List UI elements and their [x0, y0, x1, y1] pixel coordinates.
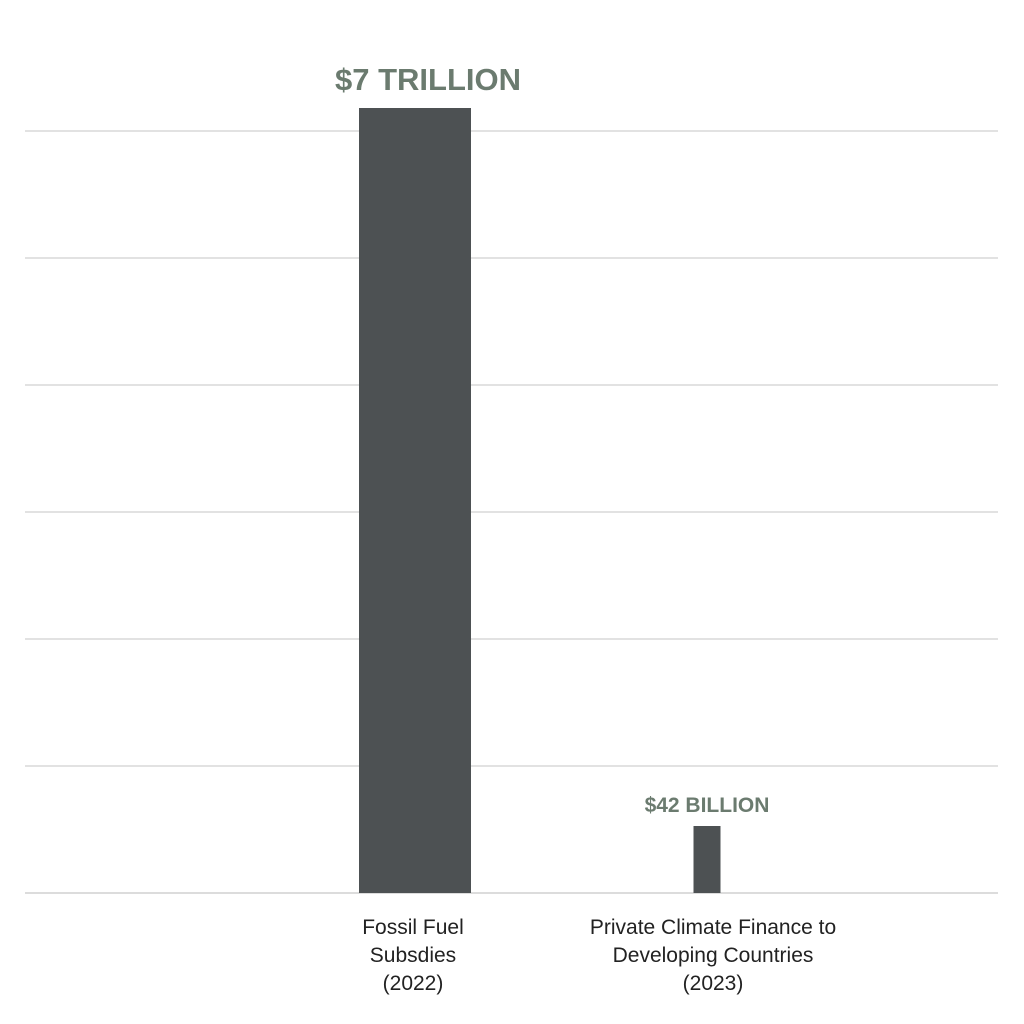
grid-lines	[25, 130, 998, 894]
category-label-1-line-1: Fossil Fuel	[362, 916, 464, 939]
data-labels: $7 TRILLION $42 BILLION	[335, 62, 769, 817]
category-label-2-line-2: Developing Countries	[613, 944, 814, 967]
bar-2	[693, 826, 721, 893]
bars	[359, 108, 721, 893]
category-label-1-line-2: Subsdies	[370, 944, 456, 967]
category-labels: Fossil Fuel Subsdies (2022) Private Climate…	[362, 916, 836, 995]
category-label-2-line-1: Private Climate Finance to	[590, 916, 836, 939]
category-label-2-line-3: (2023)	[683, 972, 744, 995]
data-label-1: $7 TRILLION	[335, 62, 521, 97]
data-label-2: $42 BILLION	[645, 794, 770, 817]
bar-1	[359, 108, 471, 893]
category-label-1-line-3: (2022)	[383, 972, 444, 995]
